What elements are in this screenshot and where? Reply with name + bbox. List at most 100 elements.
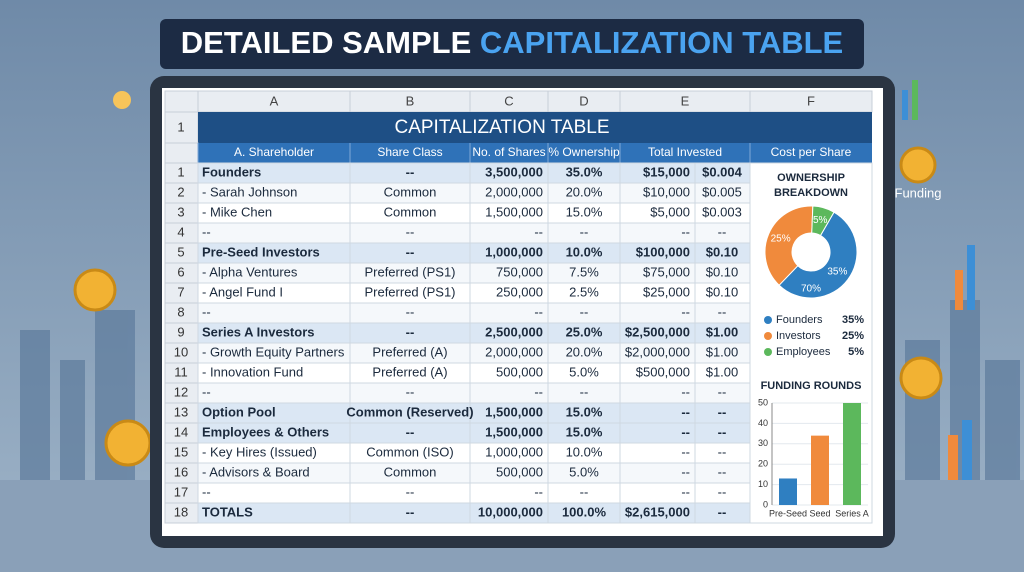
row-band	[197, 382, 751, 404]
cell: - Sarah Johnson	[202, 184, 297, 199]
legend-swatch	[764, 348, 772, 356]
cell: 1,000,000	[485, 444, 543, 459]
column-header: A. Shareholder	[234, 145, 314, 159]
slice-label: 25%	[771, 234, 791, 245]
bar	[843, 403, 861, 505]
donut-slice	[764, 205, 814, 286]
cell: --	[580, 484, 589, 499]
column-header: Share Class	[377, 145, 442, 159]
cell: --	[718, 484, 727, 499]
cell: --	[406, 384, 415, 399]
row-number: 15	[174, 444, 188, 459]
cell: 1,500,000	[485, 424, 543, 439]
row-number: 13	[174, 404, 188, 419]
cell: 15.0%	[566, 404, 603, 419]
y-tick-label: 40	[758, 418, 768, 428]
cell: TOTALS	[202, 504, 253, 519]
slice-label: 5%	[813, 215, 828, 226]
cell: 2,000,000	[485, 344, 543, 359]
cell: 15.0%	[566, 204, 603, 219]
cell: --	[406, 304, 415, 319]
cell: --	[718, 504, 727, 519]
cell: $2,615,000	[625, 504, 690, 519]
cell: 2,500,000	[485, 324, 543, 339]
cell: - Angel Fund I	[202, 284, 283, 299]
y-tick-label: 50	[758, 397, 768, 407]
legend-value: 5%	[848, 346, 864, 358]
legend-name: Founders	[776, 314, 823, 326]
x-tick-label: Series A	[835, 508, 869, 518]
row-number-cell	[164, 111, 199, 144]
cell: 2,000,000	[485, 184, 543, 199]
y-tick-label: 30	[758, 438, 768, 448]
cell: --	[534, 304, 543, 319]
cell: - Advisors & Board	[202, 464, 310, 479]
cell: $5,000	[650, 204, 690, 219]
bar	[811, 435, 829, 505]
cell: 20.0%	[566, 344, 603, 359]
donut-slice	[778, 211, 858, 299]
cell: 2.5%	[569, 284, 599, 299]
cell: - Growth Equity Partners	[202, 344, 345, 359]
cell: --	[718, 404, 727, 419]
row-band	[197, 302, 751, 324]
cell: 500,000	[496, 464, 543, 479]
y-tick-label: 0	[763, 499, 768, 509]
cell: $25,000	[643, 284, 690, 299]
cell: --	[406, 484, 415, 499]
deco-bars	[902, 80, 975, 480]
cell: - Mike Chen	[202, 204, 272, 219]
cell: --	[681, 384, 690, 399]
row-number: 10	[174, 344, 188, 359]
column-letter: F	[807, 93, 815, 108]
cell: - Key Hires (Issued)	[202, 444, 317, 459]
cell: 5.0%	[569, 364, 599, 379]
cell: --	[681, 484, 690, 499]
legend-name: Employees	[776, 346, 831, 358]
row-band	[197, 482, 751, 504]
cell: --	[534, 224, 543, 239]
cell: --	[406, 244, 415, 259]
cell: $100,000	[636, 244, 690, 259]
cell: --	[202, 224, 211, 239]
skyline	[20, 300, 1020, 500]
column-header: % Ownership	[548, 145, 620, 159]
cell: $1.00	[706, 344, 739, 359]
row-number: 9	[177, 324, 184, 339]
spreadsheet: A B C D E F 1 CAPITALIZATION TABLE A. Shareholde…	[164, 90, 873, 524]
cell: 1,500,000	[485, 404, 543, 419]
cell: 3,500,000	[485, 164, 543, 179]
cell: Series A Investors	[202, 324, 314, 339]
cell: Preferred (A)	[372, 344, 447, 359]
donut-annotation: 70%	[801, 284, 821, 295]
cell: --	[681, 424, 690, 439]
banner	[160, 19, 864, 69]
cell: $0.005	[702, 184, 742, 199]
column-letter: C	[504, 93, 513, 108]
cell: 5.0%	[569, 464, 599, 479]
column-letter: D	[579, 93, 588, 108]
cell: 20.0%	[566, 184, 603, 199]
cell: --	[681, 404, 690, 419]
row-number: 14	[174, 424, 188, 439]
cell: Common (ISO)	[366, 444, 453, 459]
column-header: Cost per Share	[771, 145, 852, 159]
legend-value: 25%	[842, 330, 864, 342]
cell: 1,500,000	[485, 204, 543, 219]
row-number: 11	[174, 364, 188, 379]
y-tick-label: 10	[758, 479, 768, 489]
coins	[73, 91, 943, 467]
column-letter: B	[406, 93, 415, 108]
row-number: 5	[177, 244, 184, 259]
cell: $0.10	[706, 244, 739, 259]
cell: --	[718, 424, 727, 439]
slice-label: 35%	[827, 266, 847, 277]
cell: 1,000,000	[485, 244, 543, 259]
banner-title-accent: CAPITALIZATION TABLE	[480, 25, 843, 60]
cell: Employees & Others	[202, 424, 329, 439]
cell: --	[534, 484, 543, 499]
sheet-title-band	[198, 112, 872, 143]
cell: $500,000	[636, 364, 690, 379]
cell: --	[580, 304, 589, 319]
